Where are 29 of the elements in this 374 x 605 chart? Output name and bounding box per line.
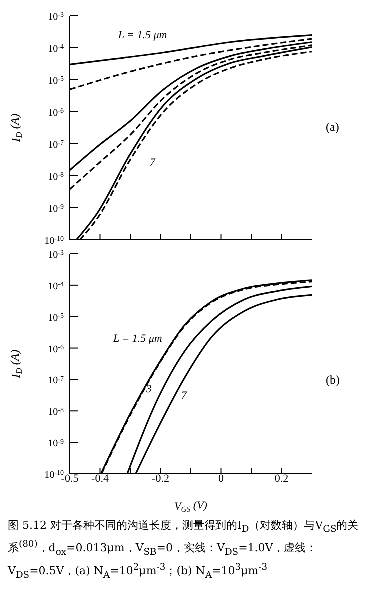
x-axis-title: V$_{GS}$ (V) bbox=[174, 500, 208, 514]
y-tick-label: 10$^{-8}$ bbox=[48, 406, 64, 418]
y-tick-label: 10$^{-10}$ bbox=[44, 235, 64, 247]
annotation: 3 bbox=[145, 384, 152, 396]
text: (a) bbox=[326, 120, 340, 134]
x-tick-label: -0.5 bbox=[61, 473, 80, 485]
y-tick-label: 10$^{-5}$ bbox=[48, 312, 64, 324]
y-tick-label: 10$^{-7}$ bbox=[48, 374, 64, 387]
annotation: L = 1.5 μm bbox=[112, 333, 162, 345]
annotation: 7 bbox=[181, 390, 188, 402]
y-tick-label: 10$^{-6}$ bbox=[48, 343, 64, 356]
y-tick-label: 10$^{-5}$ bbox=[48, 75, 64, 87]
y-tick-label: 10$^{-4}$ bbox=[48, 280, 64, 292]
y-tick-label: 10$^{-4}$ bbox=[48, 43, 64, 55]
y-tick-label: 10$^{-8}$ bbox=[48, 171, 64, 183]
y-tick-label: 10$^{-9}$ bbox=[48, 203, 64, 215]
x-tick-label: 0 bbox=[218, 473, 224, 485]
y-tick-label: 10$^{-3}$ bbox=[48, 249, 64, 261]
x-tick-label: -0.4 bbox=[92, 473, 110, 485]
x-tick-label: 0.2 bbox=[274, 473, 289, 485]
annotation: 7 bbox=[150, 157, 156, 170]
annotation: L = 1.5 μm bbox=[117, 29, 168, 42]
text: 图 5.12 对于各种不同的沟道长度，测量得到的I$_{D}$（对数轴）与V$_{GS}$的关系$^{(80)}$，d$_{ox}$=0.013μm，V$_{SB}$=0，实线：V$_{DS}$=1.0V，虚线：V$_{DS}$=0.5V，(a) N$_{A}$=10$^{2}$μm$^{-3}$；(b) N$_{A}$=10$^{3}$μm$^{-3}$ bbox=[8, 519, 359, 581]
x-tick-label: -0.2 bbox=[152, 473, 170, 485]
y-tick-label: 10$^{-3}$ bbox=[48, 11, 64, 23]
y-tick-label: 10$^{-9}$ bbox=[48, 438, 64, 450]
y-tick-label: 10$^{-6}$ bbox=[48, 107, 64, 119]
y-tick-label: 10$^{-7}$ bbox=[48, 139, 64, 151]
text: (b) bbox=[326, 372, 340, 388]
